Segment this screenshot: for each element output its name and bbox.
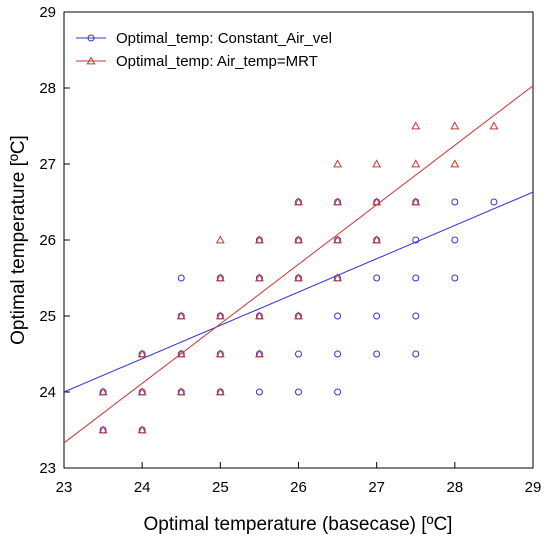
circle-point	[295, 350, 302, 358]
x-axis-title: Optimal temperature (basecase) [ºC]	[144, 514, 453, 535]
circle-point	[451, 198, 459, 206]
triangle-point	[333, 197, 343, 206]
x-tick-label: 24	[134, 479, 151, 496]
triangle-point	[137, 425, 147, 434]
circle-point	[451, 274, 459, 282]
x-tick-label: 29	[525, 479, 542, 496]
triangle-point	[254, 235, 264, 244]
triangle-point	[294, 273, 303, 282]
triangle-point	[254, 311, 264, 320]
triangle-point	[450, 121, 460, 130]
x-tick-label: 25	[212, 479, 229, 496]
triangle-point	[411, 121, 421, 130]
x-tick-label: 27	[368, 479, 385, 496]
y-tick-label: 24	[39, 384, 56, 401]
y-tick-label: 29	[39, 4, 56, 21]
triangle-point	[333, 273, 343, 282]
triangle-point	[372, 235, 382, 244]
triangle-point	[176, 387, 186, 396]
triangle-point	[215, 311, 225, 320]
triangle-point	[254, 273, 264, 282]
circle-point	[490, 198, 498, 206]
y-axis-title: Optimal temperature [ºC]	[8, 135, 29, 345]
circle-point	[451, 236, 459, 244]
x-axis: 23 24 25 26 27 28 29	[56, 462, 542, 496]
y-tick-label: 23	[39, 460, 56, 477]
y-tick-label: 27	[39, 156, 56, 173]
y-tick-label: 26	[39, 232, 56, 249]
circle-point	[412, 236, 420, 244]
triangle-point	[176, 349, 186, 358]
series-2	[63, 85, 534, 444]
fit-line-series-1	[63, 191, 534, 393]
triangle-point	[372, 197, 382, 206]
triangle-point	[372, 159, 382, 168]
y-tick-label: 25	[39, 308, 56, 325]
legend-triangle-marker	[86, 56, 96, 65]
triangle-point	[137, 349, 147, 358]
triangle-point	[450, 159, 460, 168]
x-tick-label: 26	[290, 479, 307, 496]
triangle-point	[489, 121, 499, 130]
plot-frame	[63, 11, 534, 469]
circle-point	[295, 388, 302, 396]
plot-area	[63, 85, 534, 444]
circle-point	[255, 388, 263, 396]
triangle-point	[411, 159, 421, 168]
circle-point	[412, 350, 420, 358]
circle-point	[373, 312, 381, 320]
triangle-point	[294, 197, 303, 206]
triangle-point	[215, 235, 225, 244]
triangle-point	[294, 235, 303, 244]
x-tick-label: 23	[56, 479, 73, 496]
y-axis: 23 24 25 26 27 28 29	[39, 4, 70, 477]
triangle-point	[176, 311, 186, 320]
x-tick-label: 28	[446, 479, 463, 496]
triangle-point	[333, 235, 343, 244]
circle-point	[412, 312, 420, 320]
triangle-point	[98, 425, 108, 434]
fit-line-series-2	[63, 85, 534, 444]
circle-point	[334, 312, 342, 320]
triangle-point	[411, 197, 421, 206]
triangle-point	[215, 349, 225, 358]
triangle-point	[254, 349, 264, 358]
legend-circle-marker	[87, 34, 95, 42]
triangle-point	[215, 387, 225, 396]
legend-label: Optimal_temp: Constant_Air_vel	[116, 30, 332, 47]
circle-point	[373, 350, 381, 358]
y-tick-label: 28	[39, 80, 56, 97]
circle-point	[334, 350, 342, 358]
legend: Optimal_temp: Constant_Air_vel Optimal_te…	[76, 30, 332, 70]
circle-point	[373, 274, 381, 282]
triangle-point	[137, 387, 147, 396]
circle-point	[177, 274, 185, 282]
triangle-point	[333, 159, 343, 168]
circle-point	[412, 274, 420, 282]
circle-point	[334, 388, 342, 396]
legend-label: Optimal_temp: Air_temp=MRT	[116, 53, 318, 70]
triangle-point	[98, 387, 108, 396]
triangle-point	[215, 273, 225, 282]
triangle-point	[294, 311, 303, 320]
